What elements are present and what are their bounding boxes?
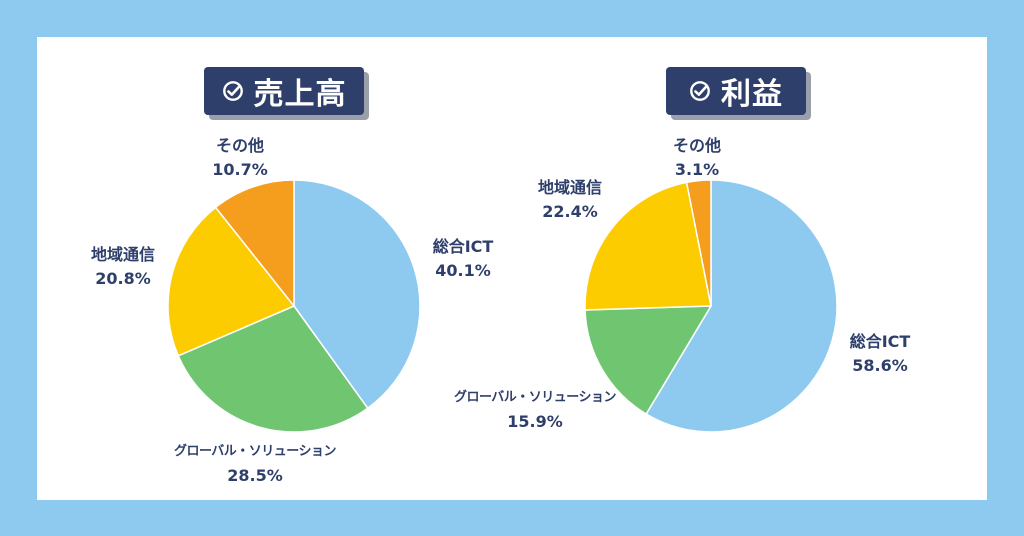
category-label: グローバル・ソリューション — [173, 444, 337, 459]
value-label: 3.1% — [674, 160, 720, 179]
check-circle-icon — [690, 81, 710, 101]
category-label: グローバル・ソリューション — [453, 390, 617, 405]
chart-title-sales: 売上高 — [253, 77, 347, 112]
pie-slice-ict — [293, 179, 421, 410]
slice-label-profit-regional: 地域通信 22.4% — [525, 176, 615, 224]
category-label: その他 — [672, 136, 721, 155]
slice-label-profit-other: その他 3.1% — [652, 134, 742, 182]
pie-slice-other — [685, 179, 712, 307]
slice-label-sales-global: グローバル・ソリューション 28.5% — [160, 440, 350, 488]
value-label: 22.4% — [542, 202, 598, 221]
slice-label-profit-ict: 総合ICT 58.6% — [835, 330, 925, 378]
value-label: 40.1% — [435, 261, 491, 280]
category-label: 地域通信 — [537, 178, 602, 197]
chart-title-badge-profit: 利益 — [666, 67, 806, 115]
slice-label-sales-ict: 総合ICT 40.1% — [418, 235, 508, 283]
pie-chart-profit — [584, 179, 838, 433]
slice-label-sales-regional: 地域通信 20.8% — [78, 243, 168, 291]
category-label: その他 — [215, 136, 264, 155]
category-label: 地域通信 — [90, 245, 155, 264]
pie-slice-regional — [584, 181, 712, 311]
pie-chart-sales — [167, 179, 421, 433]
pie-slice-global-solutions — [584, 305, 713, 416]
pie-slice-other — [214, 179, 295, 309]
pie-slice-global-solutions — [177, 305, 369, 433]
chart-title-badge-sales: 売上高 — [204, 67, 364, 115]
category-label: 総合ICT — [432, 237, 494, 256]
value-label: 20.8% — [95, 269, 151, 288]
slice-label-sales-other: その他 10.7% — [195, 134, 285, 182]
check-circle-icon — [222, 81, 243, 101]
slice-label-profit-global: グローバル・ソリューション 15.9% — [440, 386, 630, 434]
value-label: 58.6% — [852, 356, 908, 375]
pie-slice-regional — [167, 206, 296, 357]
category-label: 総合ICT — [849, 332, 911, 351]
chart-title-profit: 利益 — [721, 77, 783, 112]
value-label: 15.9% — [507, 412, 563, 431]
value-label: 10.7% — [212, 160, 268, 179]
pie-slice-ict — [645, 179, 838, 433]
value-label: 28.5% — [227, 466, 283, 485]
